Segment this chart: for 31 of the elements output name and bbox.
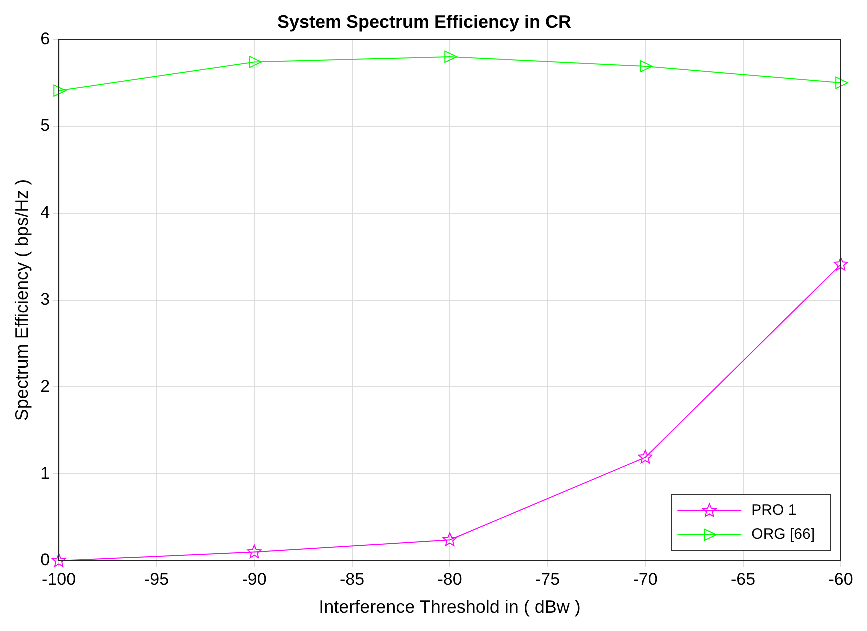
legend-label: PRO 1 (752, 502, 797, 520)
x-tick-label: -85 (340, 570, 365, 589)
point (442, 532, 458, 546)
x-tick-label: -90 (242, 570, 267, 589)
point (52, 554, 66, 568)
x-tick-label: -60 (828, 570, 854, 589)
y-tick-label: 2 (40, 376, 50, 396)
legend-label: ORG [66] (752, 526, 816, 544)
x-tick-label: -65 (730, 570, 756, 589)
x-tick-label: -100 (42, 570, 76, 589)
y-tick-label: 1 (40, 464, 50, 483)
point (249, 56, 262, 68)
point (444, 50, 458, 64)
x-tick-label: -75 (535, 570, 560, 589)
y-tick-label: 0 (40, 550, 50, 570)
x-tick-label: -95 (144, 570, 170, 589)
point (247, 544, 262, 558)
point (640, 60, 654, 73)
y-tick-label: 3 (40, 290, 50, 309)
y-tick-label: 5 (40, 116, 50, 136)
x-tick-label: -80 (438, 570, 462, 589)
x-axis-title: Interference Threshold in ( dBw ) (319, 597, 581, 618)
chart-title: System Spectrum Efficiency in CR (277, 12, 572, 32)
point (54, 84, 67, 97)
x-tick-label: -70 (633, 570, 658, 589)
point (834, 257, 848, 271)
y-axis-title: Spectrum Efficiency ( bps/Hz ) (12, 179, 32, 422)
point (638, 450, 653, 464)
y-tick-label: 4 (40, 203, 50, 222)
point (836, 76, 848, 90)
y-tick-label: 6 (40, 29, 50, 48)
